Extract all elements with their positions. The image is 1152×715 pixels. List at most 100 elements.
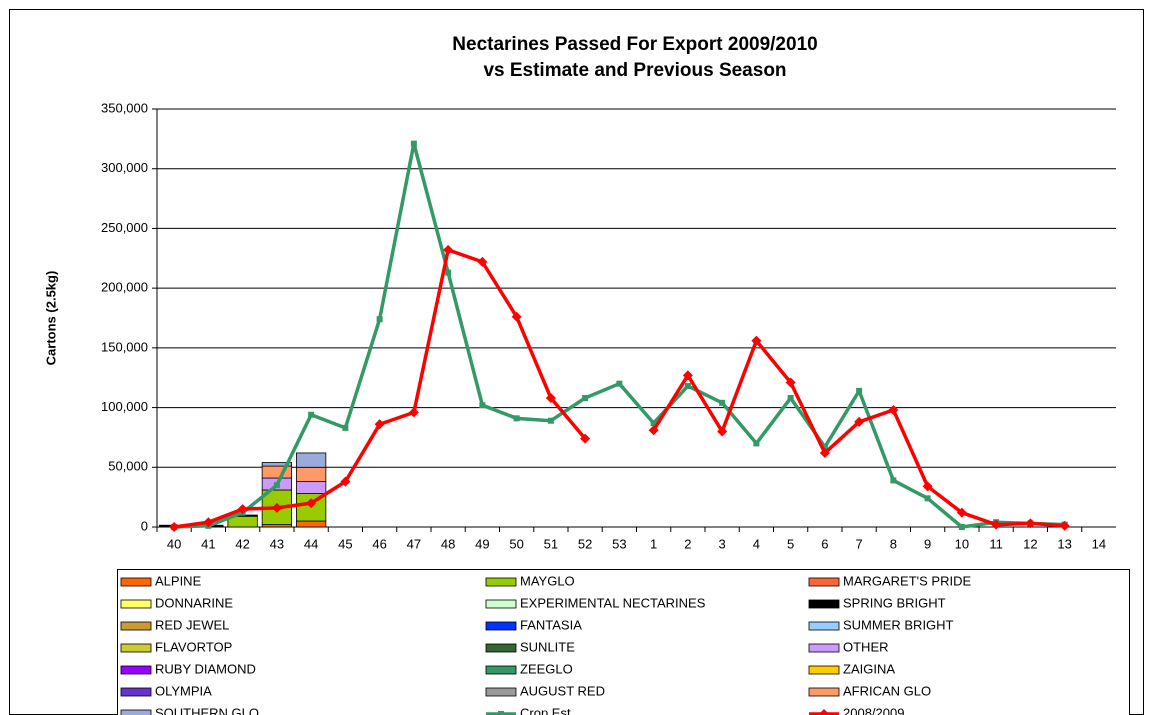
line-marker <box>787 395 794 402</box>
legend-swatch <box>808 665 840 675</box>
legend-swatch <box>808 621 840 631</box>
y-tick-label: 350,000 <box>101 100 148 115</box>
y-tick-label: 0 <box>141 518 148 533</box>
legend-label: RED JEWEL <box>155 617 229 632</box>
line-marker <box>582 395 589 402</box>
legend-label: SOUTHERN GLO <box>155 705 259 715</box>
legend-marker <box>498 711 504 715</box>
bar-segment <box>295 466 327 483</box>
line-marker <box>169 522 180 532</box>
y-tick-label: 200,000 <box>101 280 148 295</box>
line-marker <box>717 426 728 437</box>
legend-label: RUBY DIAMOND <box>155 661 256 676</box>
legend-label: ZEEGLO <box>520 661 573 676</box>
line-marker <box>374 419 385 430</box>
line-marker <box>479 402 486 409</box>
legend-swatch <box>485 643 517 653</box>
legend-swatch <box>120 621 152 631</box>
legend-swatch <box>485 621 517 631</box>
legend-label: MARGARET'S PRIDE <box>843 573 971 588</box>
bar-segment <box>295 481 327 494</box>
x-tick-label: 10 <box>955 536 969 551</box>
x-tick-label: 7 <box>856 536 863 551</box>
line-marker <box>856 387 863 394</box>
line-marker <box>408 407 419 418</box>
chart-title: Nectarines Passed For Export 2009/2010 <box>452 34 817 55</box>
line-marker <box>616 380 623 387</box>
line-marker <box>956 507 967 518</box>
x-tick-label: 50 <box>509 536 523 551</box>
line-marker <box>376 316 383 323</box>
line-marker <box>648 425 659 436</box>
legend-swatch <box>485 599 517 609</box>
legend-label: MAYGLO <box>520 573 575 588</box>
line-marker <box>890 477 897 484</box>
legend-swatch <box>120 577 152 587</box>
x-tick-label: 12 <box>1023 536 1037 551</box>
legend-swatch <box>808 577 840 587</box>
bar-segment <box>295 520 327 528</box>
legend-swatch <box>485 665 517 675</box>
line-marker <box>271 502 282 513</box>
x-tick-label: 40 <box>167 536 181 551</box>
line-marker <box>273 482 280 489</box>
line-marker <box>237 504 248 515</box>
y-tick-label: 300,000 <box>101 160 148 175</box>
legend-swatch <box>485 577 517 587</box>
legend-label: ZAIGINA <box>843 661 895 676</box>
bar-segment <box>261 462 293 467</box>
x-tick-label: 11 <box>989 536 1003 551</box>
line-marker <box>1025 518 1036 529</box>
x-tick-label: 5 <box>787 536 794 551</box>
line-marker <box>751 335 762 346</box>
x-tick-label: 1 <box>650 536 657 551</box>
line-marker <box>203 517 214 528</box>
legend-label: FANTASIA <box>520 617 582 632</box>
legend-label: SPRING BRIGHT <box>843 595 946 610</box>
legend-label: SUMMER BRIGHT <box>843 617 954 632</box>
legend-label: OTHER <box>843 639 889 654</box>
x-tick-label: 43 <box>270 536 284 551</box>
chart-title: vs Estimate and Previous Season <box>483 60 786 81</box>
line-marker <box>340 476 351 487</box>
x-tick-label: 53 <box>612 536 626 551</box>
legend-label: FLAVORTOP <box>155 639 232 654</box>
line-marker <box>753 440 760 447</box>
line-marker <box>306 498 317 509</box>
line-marker <box>958 524 965 530</box>
legend-box <box>117 569 1130 715</box>
x-tick-label: 14 <box>1092 536 1106 551</box>
legend-swatch <box>120 643 152 653</box>
line-marker <box>477 256 488 267</box>
line-marker <box>785 377 796 388</box>
x-tick-label: 3 <box>719 536 726 551</box>
line-marker <box>445 269 452 276</box>
y-tick-label: 100,000 <box>101 399 148 414</box>
legend-swatch <box>808 687 840 697</box>
legend-label: ALPINE <box>155 573 202 588</box>
legend-marker <box>819 709 829 715</box>
line-marker <box>443 244 454 255</box>
x-tick-label: 13 <box>1057 536 1071 551</box>
legend-label: OLYMPIA <box>155 683 212 698</box>
line-marker <box>719 399 726 406</box>
y-tick-label: 50,000 <box>108 459 148 474</box>
legend-swatch <box>120 599 152 609</box>
line-marker <box>511 311 522 322</box>
legend-label: DONNARINE <box>155 595 233 610</box>
line-marker <box>991 519 1002 530</box>
x-tick-label: 6 <box>821 536 828 551</box>
legend-label: 2008/2009 <box>843 705 904 715</box>
legend-swatch <box>120 709 152 715</box>
y-axis-label: Cartons (2.5kg) <box>43 271 58 366</box>
line-marker <box>922 481 933 492</box>
x-tick-label: 48 <box>441 536 455 551</box>
x-tick-label: 46 <box>372 536 386 551</box>
line-marker <box>342 424 349 431</box>
line-marker <box>650 420 657 427</box>
x-tick-label: 44 <box>304 536 318 551</box>
x-tick-label: 49 <box>475 536 489 551</box>
line-marker <box>545 393 556 404</box>
x-tick-label: 8 <box>890 536 897 551</box>
